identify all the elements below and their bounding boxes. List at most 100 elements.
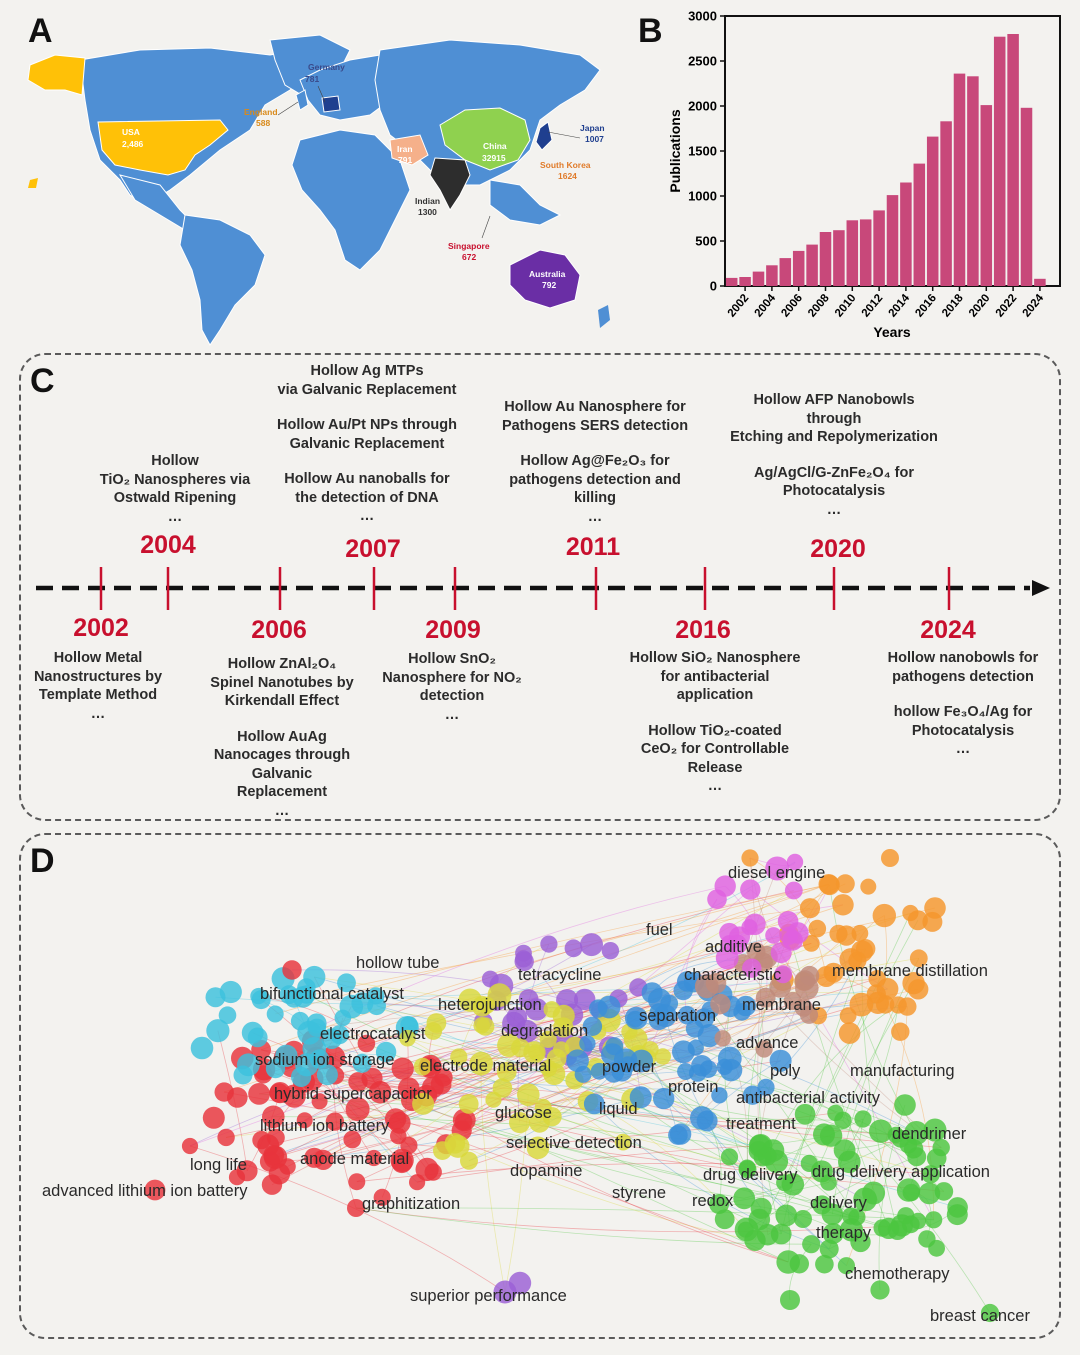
timeline-note-line: … — [167, 508, 183, 525]
network-node — [266, 1005, 284, 1023]
map-value-usa: 2,486 — [122, 139, 144, 149]
network-node — [835, 874, 855, 894]
land-china — [439, 107, 531, 171]
timeline-year-2006: 2006 — [251, 616, 307, 644]
keyword-label: degradation — [501, 1022, 588, 1040]
timeline-note-line: through — [806, 410, 862, 427]
network-node — [755, 1040, 773, 1058]
network-node — [497, 1033, 521, 1058]
network-node — [980, 1303, 1000, 1323]
bar-2020 — [980, 105, 993, 286]
network-node — [677, 1005, 697, 1025]
timeline-note-line: … — [955, 741, 971, 757]
timeline-note-line: Hollow Ag@Fe₂O₃ for — [520, 453, 670, 469]
timeline-note-line: Hollow TiO₂-coated — [648, 722, 782, 739]
network-node — [347, 1199, 365, 1217]
network-node — [784, 881, 803, 900]
network-node — [458, 1094, 479, 1114]
map-value-china: 32915 — [482, 153, 506, 163]
network-node — [409, 1174, 426, 1191]
network-node — [926, 1148, 947, 1169]
network-node — [424, 1022, 443, 1040]
keyword-label: electrode material — [420, 1057, 551, 1075]
network-node — [770, 942, 792, 964]
network-node — [517, 1083, 540, 1106]
network-panel — [19, 833, 1061, 1339]
network-edge — [407, 1037, 540, 1123]
network-node — [755, 987, 776, 1008]
keyword-label: treatment — [726, 1115, 796, 1133]
network-node — [390, 1148, 414, 1173]
network-node — [924, 897, 946, 919]
network-node — [641, 982, 663, 1004]
network-node — [921, 1165, 940, 1184]
network-node — [487, 983, 512, 1007]
network-node — [653, 1087, 675, 1110]
timeline-note-line: Release — [687, 759, 743, 776]
network-node — [887, 1126, 905, 1144]
network-node — [302, 1037, 327, 1061]
network-edge — [224, 1091, 944, 1192]
y-tick-label: 500 — [695, 234, 717, 249]
map-value-south-korea: 1624 — [558, 171, 577, 181]
network-node — [515, 950, 533, 968]
network-edge — [765, 1086, 917, 1134]
timeline-arrowhead — [1032, 580, 1050, 596]
network-node — [780, 1290, 800, 1310]
map-label-south-korea: South Korea — [540, 160, 591, 170]
network-node — [613, 1048, 638, 1072]
network-node — [869, 1119, 893, 1143]
map-label-england: England — [244, 107, 278, 117]
timeline-note-line: Etching and Repolymerization — [730, 429, 938, 445]
bar-2014 — [900, 182, 912, 286]
network-node — [311, 1093, 328, 1110]
timeline-note-line: hollow Fe₃O₄/Ag for — [893, 704, 1033, 720]
network-node — [902, 1183, 920, 1202]
network-node — [373, 1188, 391, 1206]
network-node — [799, 1005, 819, 1024]
land-usa — [97, 119, 229, 176]
network-node — [740, 879, 761, 900]
network-edge — [684, 898, 718, 1016]
land-australia — [509, 249, 581, 309]
map-landmasses — [27, 34, 610, 346]
network-node — [889, 996, 907, 1014]
timeline-year-2002: 2002 — [73, 614, 129, 642]
network-node — [776, 1174, 794, 1192]
network-node — [742, 958, 762, 978]
keyword-label: heterojunction — [438, 996, 542, 1014]
network-node — [412, 1092, 435, 1115]
network-node — [833, 1139, 856, 1162]
network-node — [357, 1034, 376, 1053]
keyword-label: glucose — [495, 1104, 552, 1122]
network-edge — [375, 988, 888, 1006]
timeline-note-line: Ostwald Ripening — [113, 490, 237, 506]
network-node — [909, 1212, 927, 1230]
keyword-label: long life — [190, 1156, 247, 1174]
land-england — [295, 89, 309, 111]
keyword-label: advance — [736, 1034, 798, 1052]
network-node — [348, 1173, 366, 1191]
timeline-year-2020: 2020 — [810, 535, 866, 563]
timeline-note-line: via Galvanic Replacement — [277, 381, 457, 398]
network-node — [714, 1030, 731, 1047]
map-label-india: Indian — [415, 196, 440, 206]
network-node — [719, 1059, 743, 1082]
timeline-note-line: Hollow Ag MTPs — [310, 363, 424, 379]
network-node — [334, 1009, 352, 1027]
network-node — [279, 1158, 296, 1175]
network-node — [325, 1112, 345, 1131]
network-edge — [275, 884, 830, 1015]
network-node — [668, 1125, 688, 1145]
keyword-label: hollow tube — [356, 954, 439, 972]
network-node — [653, 1004, 677, 1028]
network-edge — [464, 1119, 745, 1199]
network-node — [878, 1217, 900, 1239]
y-tick-label: 2500 — [688, 54, 717, 69]
network-node — [269, 1082, 291, 1104]
keyword-label: styrene — [612, 1184, 666, 1202]
network-node — [909, 949, 928, 968]
keyword-label: chemotherapy — [845, 1265, 950, 1283]
network-node — [400, 1016, 419, 1034]
